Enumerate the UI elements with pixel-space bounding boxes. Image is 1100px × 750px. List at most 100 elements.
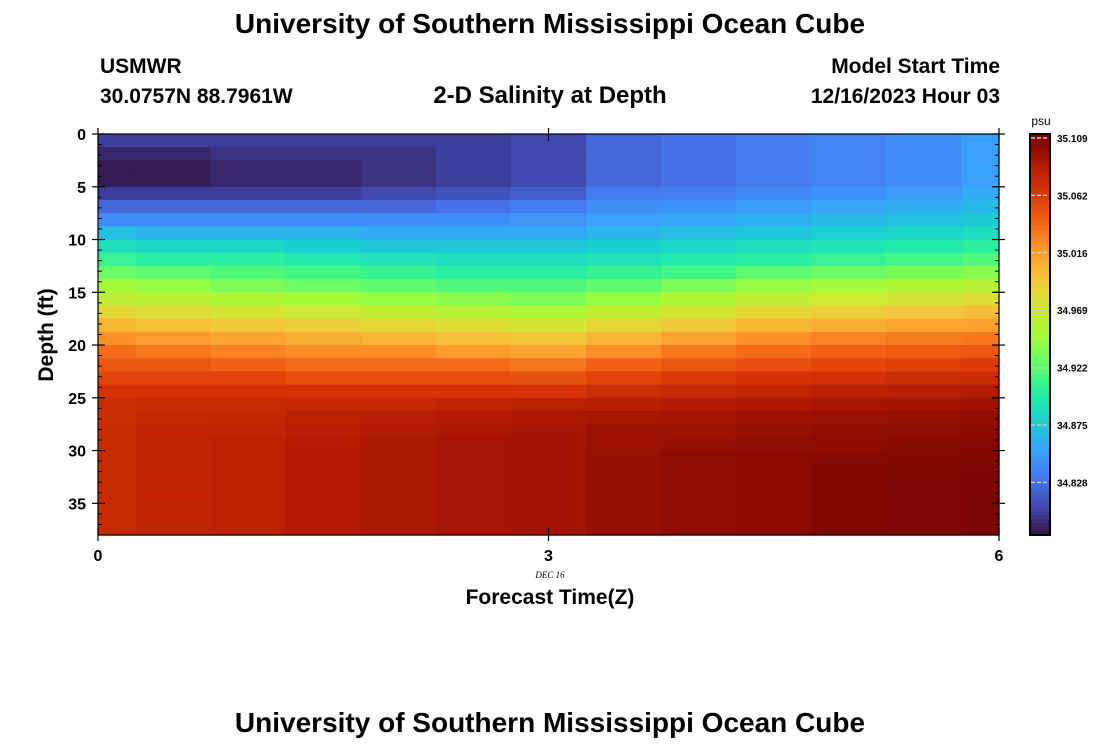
heatmap-cell (586, 147, 662, 161)
colorbar-swatch (1030, 486, 1050, 492)
heatmap-cell (811, 186, 887, 201)
y-axis-label: Depth (ft) (35, 288, 58, 381)
colorbar-swatch (1030, 254, 1050, 259)
heatmap-cell (886, 199, 963, 214)
heatmap-cell (210, 186, 287, 201)
heatmap-cell (736, 490, 812, 504)
heatmap-cell (210, 173, 287, 188)
heatmap-cell (661, 292, 737, 307)
heatmap-cell (586, 384, 662, 399)
heatmap-cell (811, 160, 887, 175)
heatmap-cell (811, 292, 887, 307)
heatmap-cell (586, 213, 662, 227)
heatmap-cell (811, 199, 887, 214)
heatmap-cell (135, 160, 212, 175)
colorbar-swatch (1030, 386, 1050, 392)
heatmap-cell (736, 160, 812, 175)
heatmap-cell (98, 384, 137, 399)
heatmap-cell (435, 265, 512, 280)
colorbar-swatch (1030, 478, 1050, 484)
heatmap-cell (736, 397, 812, 412)
heatmap-cell (811, 226, 887, 241)
heatmap-cell (510, 213, 587, 227)
colorbar-swatch (1030, 310, 1050, 316)
colorbar-swatch (1030, 322, 1050, 328)
heatmap-cell (360, 411, 437, 425)
heatmap-cell (98, 147, 137, 161)
heatmap-cell (210, 279, 287, 293)
heatmap-cell (661, 503, 737, 518)
heatmap-cell (135, 213, 212, 227)
heatmap-cell (135, 411, 212, 425)
heatmap-cell (961, 450, 1000, 465)
heatmap-cell (586, 134, 662, 148)
heatmap-cell (886, 147, 963, 161)
heatmap-cell (285, 371, 362, 386)
heatmap-cell (886, 160, 963, 175)
heatmap-cell (135, 371, 212, 386)
heatmap-cell (811, 213, 887, 227)
heatmap-cell (961, 490, 1000, 504)
heatmap-cell (510, 490, 587, 504)
heatmap-cell (285, 305, 362, 320)
colorbar-swatch (1030, 378, 1050, 384)
colorbar-swatch (1030, 418, 1050, 424)
heatmap-cell (961, 252, 1000, 267)
colorbar-tick-label: 34.875 (1057, 421, 1088, 432)
heatmap-cell (886, 503, 963, 518)
heatmap-cell (435, 397, 512, 412)
heatmap-cell (886, 358, 963, 373)
heatmap-cell (961, 424, 1000, 438)
heatmap-cell (586, 252, 662, 267)
heatmap-cell (210, 503, 287, 518)
heatmap-cell (736, 292, 812, 307)
heatmap-cell (135, 397, 212, 412)
colorbar-swatch (1030, 206, 1050, 211)
heatmap-cell (886, 397, 963, 412)
heatmap-cell (961, 503, 1000, 518)
heatmap-cell (135, 239, 212, 254)
colorbar-swatch (1030, 218, 1050, 223)
colorbar-swatch (1030, 270, 1050, 275)
plot-title: 2-D Salinity at Depth (433, 82, 667, 109)
heatmap-cell (285, 437, 362, 452)
heatmap-cell (811, 265, 887, 280)
colorbar-swatch (1030, 462, 1050, 468)
heatmap-cell (98, 476, 137, 491)
heatmap-cell (285, 265, 362, 280)
heatmap-cell (285, 160, 362, 175)
heatmap-cell (811, 476, 887, 491)
heatmap-cells (98, 134, 1000, 536)
heatmap-cell (586, 516, 662, 536)
colorbar-swatch (1030, 210, 1050, 215)
colorbar-swatch (1030, 362, 1050, 368)
heatmap-cell (961, 463, 1000, 478)
heatmap-cell (510, 463, 587, 478)
heatmap-cell (586, 358, 662, 373)
heatmap-cell (510, 450, 587, 465)
colorbar-swatch (1030, 262, 1050, 267)
heatmap-cell (285, 490, 362, 504)
heatmap-cell (736, 186, 812, 201)
heatmap-cell (360, 305, 437, 320)
heatmap-cell (98, 173, 137, 188)
colorbar-swatch (1030, 470, 1050, 476)
heatmap-cell (135, 199, 212, 214)
heatmap-cell (661, 437, 737, 452)
heatmap-cell (736, 265, 812, 280)
station-name: USMWR (100, 55, 182, 78)
heatmap-cell (586, 226, 662, 241)
heatmap-cell (210, 358, 287, 373)
colorbar-swatch (1030, 406, 1050, 412)
heatmap-cell (736, 371, 812, 386)
heatmap-cell (736, 331, 812, 346)
heatmap-cell (811, 463, 887, 478)
heatmap-cell (210, 490, 287, 504)
heatmap-cell (510, 199, 587, 214)
heatmap-cell (586, 437, 662, 452)
heatmap-cell (586, 503, 662, 518)
heatmap-cell (360, 134, 437, 148)
y-tick-label: 0 (77, 127, 86, 144)
heatmap-cell (736, 384, 812, 399)
heatmap-cell (811, 239, 887, 254)
